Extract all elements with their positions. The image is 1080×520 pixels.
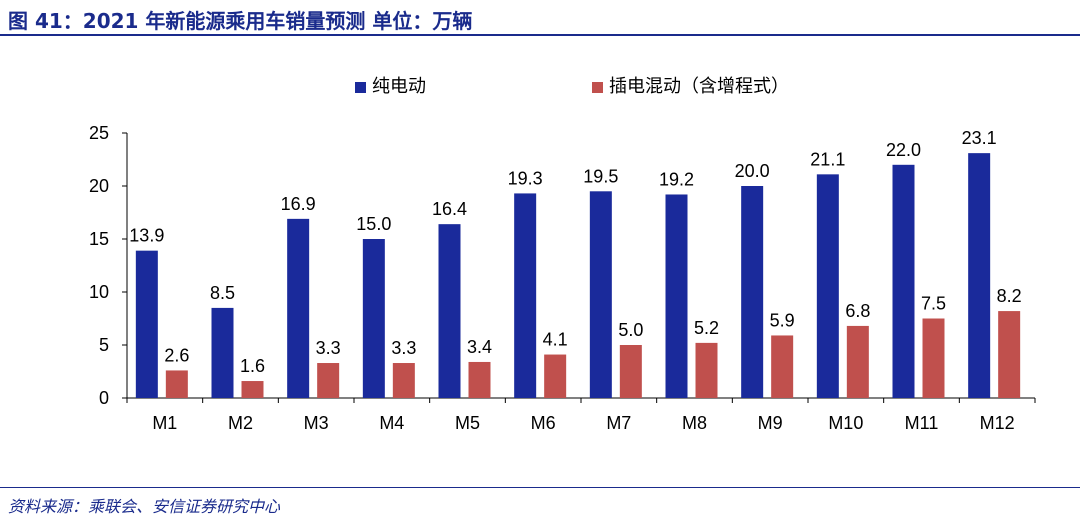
bar-1-M5	[438, 224, 461, 398]
bar-1-M3	[287, 218, 310, 398]
data-label-1-M11: 22.0	[886, 140, 921, 160]
bar-1-M12	[968, 153, 991, 398]
bar-2-M6	[544, 354, 567, 398]
data-label-1-M9: 20.0	[735, 161, 770, 181]
data-label-2-M2: 1.6	[240, 356, 265, 376]
bar-1-M10	[816, 174, 839, 398]
bar-2-M7	[619, 345, 642, 398]
y-tick-label-25: 25	[89, 123, 109, 143]
data-label-2-M8: 5.2	[694, 318, 719, 338]
x-tick-label-M10: M10	[828, 413, 863, 433]
bar-2-M9	[771, 335, 794, 398]
data-label-2-M9: 5.9	[770, 310, 795, 330]
data-label-2-M5: 3.4	[467, 337, 492, 357]
data-label-2-M12: 8.2	[997, 286, 1022, 306]
x-tick-label-M2: M2	[228, 413, 253, 433]
bar-2-M8	[695, 342, 718, 398]
bar-1-M9	[741, 186, 764, 398]
data-label-1-M7: 19.5	[583, 166, 618, 186]
legend-swatch-2	[592, 82, 603, 93]
x-tick-label-M9: M9	[758, 413, 783, 433]
header: 图 41：2021 年新能源乘用车销量预测 单位：万辆	[0, 0, 1080, 36]
x-tick-label-M8: M8	[682, 413, 707, 433]
y-tick-label-15: 15	[89, 229, 109, 249]
data-label-2-M1: 2.6	[164, 345, 189, 365]
bar-2-M2	[241, 381, 264, 398]
figure-title: 图 41：2021 年新能源乘用车销量预测 单位：万辆	[8, 9, 473, 33]
bar-2-M4	[392, 363, 415, 398]
bar-2-M11	[922, 318, 945, 398]
data-label-1-M3: 16.9	[281, 194, 316, 214]
data-label-2-M11: 7.5	[921, 294, 946, 314]
x-tick-label-M1: M1	[152, 413, 177, 433]
data-label-2-M6: 4.1	[543, 330, 568, 350]
x-tick-label-M4: M4	[379, 413, 404, 433]
footer-divider	[0, 487, 1080, 488]
data-label-1-M8: 19.2	[659, 169, 694, 189]
data-label-1-M2: 8.5	[210, 283, 235, 303]
source-note: 资料来源：乘联会、安信证券研究中心	[8, 497, 281, 516]
x-tick-label-M7: M7	[606, 413, 631, 433]
bar-1-M4	[362, 239, 385, 398]
legend-swatch-1	[355, 82, 366, 93]
x-tick-label-M3: M3	[304, 413, 329, 433]
y-tick-label-0: 0	[99, 388, 109, 408]
bar-1-M6	[514, 193, 537, 398]
bar-chart: 纯电动 插电混动（含增程式） 0 5 10 15 20 25 13.9 2.6 M1 8.5 1.6 M2…	[89, 76, 1036, 433]
bar-1-M1	[135, 250, 158, 398]
x-tick-label-M5: M5	[455, 413, 480, 433]
y-tick-label-10: 10	[89, 282, 109, 302]
data-label-2-M7: 5.0	[618, 320, 643, 340]
data-label-2-M10: 6.8	[845, 301, 870, 321]
bar-2-M3	[317, 363, 340, 398]
x-tick-label-M11: M11	[905, 413, 939, 433]
header-divider	[0, 34, 1080, 36]
y-tick-label-20: 20	[89, 176, 109, 196]
y-tick-label-5: 5	[99, 335, 109, 355]
x-tick-label-M12: M12	[980, 413, 1015, 433]
data-label-1-M10: 21.1	[810, 149, 845, 169]
bar-2-M5	[468, 361, 491, 398]
data-label-1-M6: 19.3	[508, 168, 543, 188]
bar-1-M11	[892, 164, 915, 398]
bar-2-M12	[998, 311, 1021, 398]
data-label-1-M4: 15.0	[356, 214, 391, 234]
bar-1-M7	[589, 191, 612, 398]
data-label-1-M5: 16.4	[432, 199, 467, 219]
bar-2-M1	[165, 370, 188, 398]
chart-container: 纯电动 插电混动（含增程式） 0 5 10 15 20 25 13.9 2.6 M1 8.5 1.6 M2…	[0, 40, 1080, 480]
legend-label-2: 插电混动（含增程式）	[609, 76, 789, 96]
data-label-1-M12: 23.1	[962, 128, 997, 148]
bar-2-M10	[846, 325, 869, 398]
data-label-2-M3: 3.3	[316, 338, 341, 358]
bar-1-M2	[211, 307, 234, 398]
bar-1-M8	[665, 194, 688, 398]
legend-label-1: 纯电动	[372, 76, 426, 96]
data-label-2-M4: 3.3	[391, 338, 416, 358]
data-label-1-M1: 13.9	[129, 226, 164, 246]
x-tick-label-M6: M6	[531, 413, 556, 433]
